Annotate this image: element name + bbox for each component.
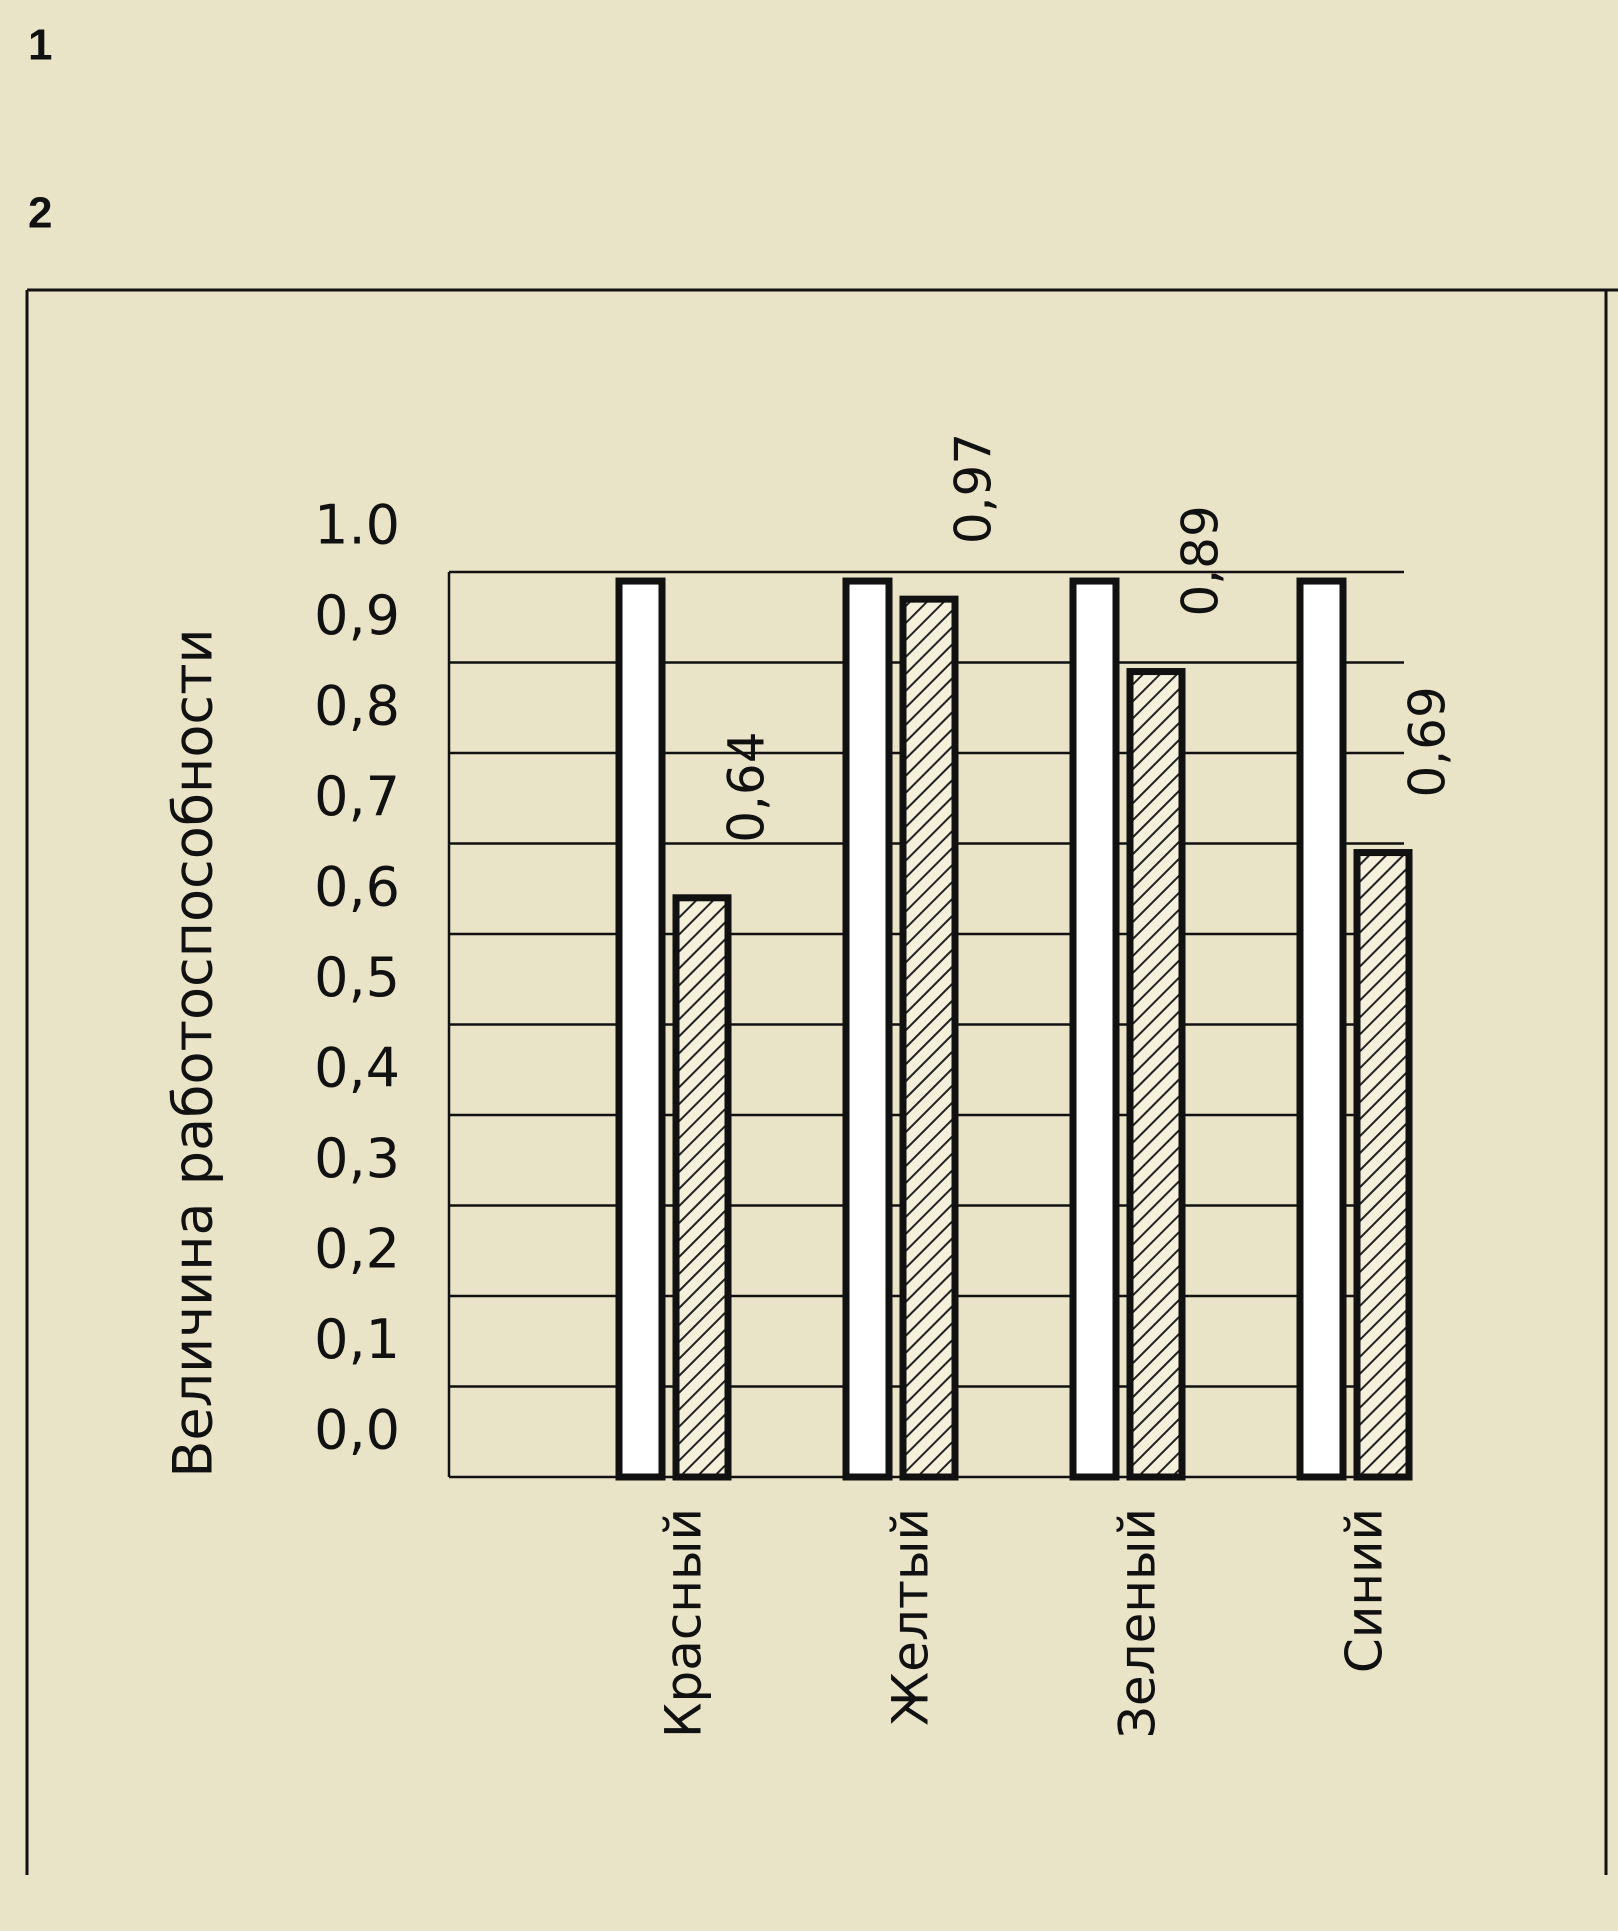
y-tick-label: 0,4: [314, 1037, 400, 1100]
y-tick-label: 0,2: [314, 1218, 400, 1281]
bar: [1353, 849, 1413, 1481]
y-tick-label: 0,9: [314, 584, 400, 647]
value-label: 0,69: [1399, 686, 1457, 797]
y-tick-label: 0,3: [314, 1127, 400, 1190]
y-tick-label: 0,0: [314, 1399, 400, 1462]
annotation: 1: [28, 21, 52, 70]
x-tick-label: Зеленый: [1109, 1508, 1167, 1738]
bar: [842, 577, 893, 1481]
bar: [1126, 668, 1186, 1481]
x-tick-label: Красный: [655, 1508, 713, 1738]
bar: [615, 577, 666, 1481]
y-tick-label: 1.0: [314, 494, 400, 557]
bar: [899, 595, 959, 1481]
y-tick-label: 0,8: [314, 675, 400, 738]
y-tick-label: 0,1: [314, 1308, 400, 1371]
value-label: 0,89: [1172, 505, 1230, 616]
annotation: 2: [28, 189, 52, 238]
x-tick-label: Желтый: [882, 1508, 940, 1726]
bar: [1069, 577, 1120, 1481]
y-tick-label: 0,6: [314, 856, 400, 919]
bar: [672, 894, 732, 1481]
x-tick-label: Синий: [1336, 1508, 1394, 1673]
value-label: 0,97: [945, 433, 1003, 544]
bar: [1296, 577, 1347, 1481]
y-tick-label: 0,5: [314, 946, 400, 1009]
y-tick-label: 0,7: [314, 765, 400, 828]
y-axis-label: Величина работоспособности: [162, 628, 225, 1477]
value-label: 0,64: [718, 731, 776, 842]
